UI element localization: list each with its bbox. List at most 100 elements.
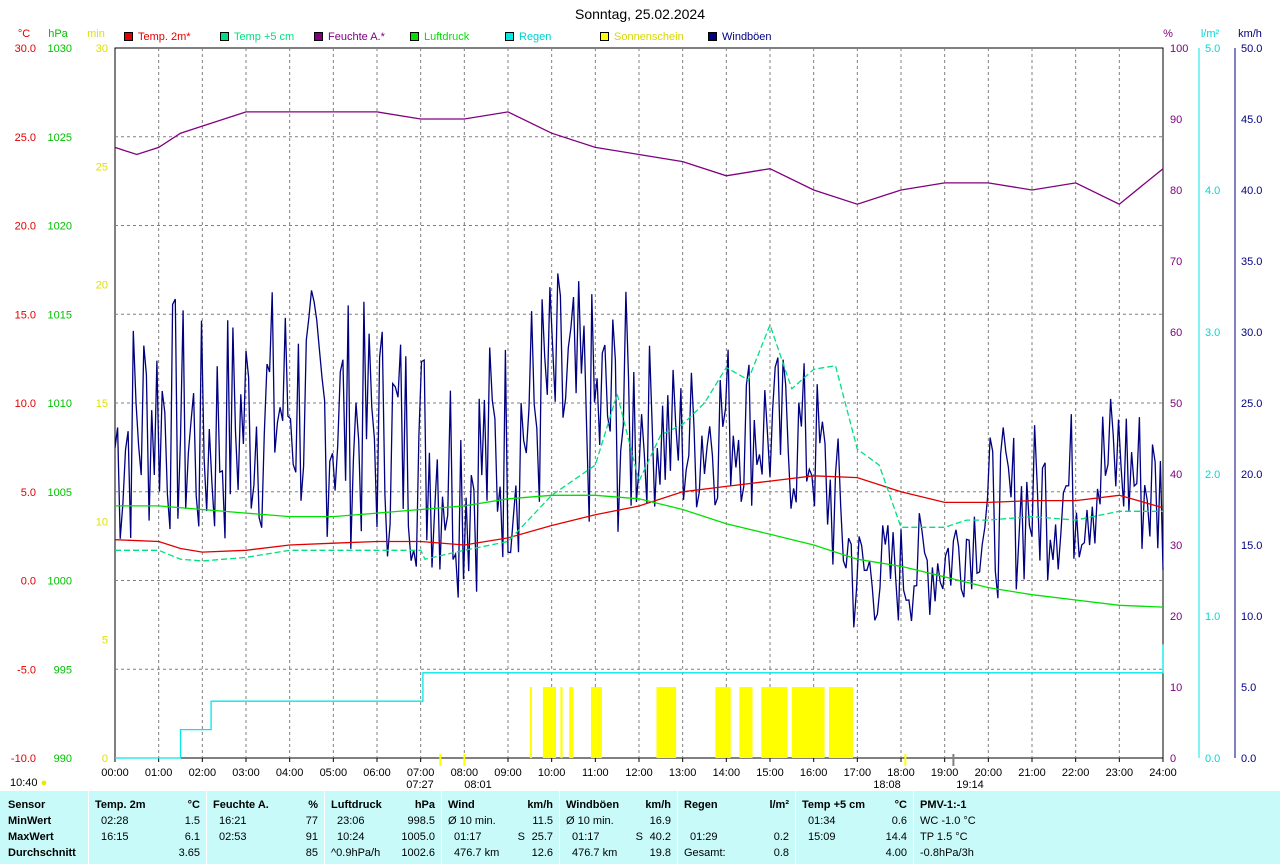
- wind-tick-label: 20.0: [1241, 469, 1262, 481]
- x-tick-label: 18:00: [887, 767, 915, 779]
- sunshine-bar: [590, 687, 602, 758]
- sun-axis-unit: min: [87, 28, 105, 40]
- legend-item: Regen: [505, 31, 551, 43]
- legend-swatch: [708, 32, 717, 41]
- temp-tick-label: 10.0: [15, 398, 36, 410]
- press-tick-label: 1025: [48, 132, 72, 144]
- x-tick-label: 07:00: [407, 767, 435, 779]
- sun-tick-label: 30: [96, 43, 108, 55]
- x-tick-label: 06:00: [363, 767, 391, 779]
- sun-tick-label: 15: [96, 398, 108, 410]
- stats-pmv-column: PMV-1:-1 WC -1.0 °C TP 1.5 °C -0.8hPa/3h: [920, 799, 976, 859]
- x-tick-label: 01:00: [145, 767, 173, 779]
- wind-tick-label: 15.0: [1241, 540, 1262, 552]
- wind-tick-label: 45.0: [1241, 114, 1262, 126]
- stats-luftdruck-column: Luftdruck hPa 23:06 998.5 10:24 1005.0 ^0.9…: [325, 791, 442, 864]
- legend-label: Temp +5 cm: [234, 31, 295, 43]
- legend-label: Regen: [519, 31, 552, 43]
- legend-swatch: [505, 32, 514, 41]
- sunshine-bar: [542, 687, 557, 758]
- wind-tick-label: 10.0: [1241, 611, 1262, 623]
- press-tick-label: 1020: [48, 221, 72, 233]
- temp-tick-label: 30.0: [15, 43, 36, 55]
- wind-tick-label: 35.0: [1241, 256, 1262, 268]
- sunset-label: 18:08: [873, 779, 901, 791]
- x-tick-label: 08:00: [451, 767, 479, 779]
- legend-swatch: [124, 32, 133, 41]
- temp-tick-label: -5.0: [17, 664, 36, 676]
- x-tick-label: 23:00: [1106, 767, 1134, 779]
- stats-table: Sensor MinWert MaxWert Durchschnitt Temp…: [0, 791, 1280, 864]
- rain-tick-label: 5.0: [1205, 43, 1220, 55]
- press-tick-label: 1030: [48, 43, 72, 55]
- rain-tick-label: 2.0: [1205, 469, 1220, 481]
- x-tick-label: 21:00: [1018, 767, 1046, 779]
- stats-feuchte-column: Feuchte A.% 16:21 77 02:53 91 85: [207, 791, 325, 864]
- stats-temp5-column: Temp +5 cm °C 01:34 0.6 15:09 14.4 4.00: [796, 791, 914, 864]
- sunshine-bar: [828, 687, 853, 758]
- x-tick-label: 05:00: [320, 767, 348, 779]
- press-tick-label: 1010: [48, 398, 72, 410]
- legend-label: Feuchte A.*: [328, 31, 385, 43]
- rain-axis-unit: l/m²: [1201, 28, 1220, 40]
- wind-tick-label: 0.0: [1241, 753, 1256, 765]
- wind-tick-label: 25.0: [1241, 398, 1262, 410]
- stats-wind-column: Wind km/h Ø 10 min. 11.5 01:17 S 25.7 476.7 …: [442, 791, 560, 864]
- chart-title: Sonntag, 25.02.2024: [574, 6, 705, 22]
- x-tick-label: 12:00: [625, 767, 653, 779]
- legend-label: Luftdruck: [424, 31, 470, 43]
- press-axis-unit: hPa: [48, 28, 68, 40]
- stats-regen-column: Regen l/m² 01:29 0.2 Gesamt: 0.8: [678, 791, 796, 864]
- sun-tick-label: 5: [102, 635, 108, 647]
- sun-tick-label: 25: [96, 161, 108, 173]
- sunrise-label: 07:27: [406, 779, 434, 791]
- temp-axis-unit: °C: [18, 28, 30, 40]
- rain-tick-label: 4.0: [1205, 185, 1220, 197]
- x-tick-label: 17:00: [844, 767, 872, 779]
- legend-item: Feuchte A.*: [314, 31, 385, 43]
- temp-tick-label: 25.0: [15, 132, 36, 144]
- series-luftdruck-line: [115, 494, 1164, 608]
- legend-item: Luftdruck: [410, 31, 469, 43]
- temp-tick-label: -10.0: [11, 753, 36, 765]
- legend-label: Windböen: [722, 31, 772, 43]
- x-tick-label: 16:00: [800, 767, 828, 779]
- hum-tick-label: 20: [1170, 611, 1182, 623]
- sun-tick-label: 20: [96, 280, 108, 292]
- rain-tick-label: 1.0: [1205, 611, 1220, 623]
- temp-tick-label: 0.0: [21, 576, 36, 588]
- series-temp-2m-line: [114, 475, 1164, 553]
- x-tick-label: 02:00: [189, 767, 217, 779]
- legend-swatch: [410, 32, 419, 41]
- x-tick-label: 14:00: [713, 767, 741, 779]
- sunshine-bar: [761, 687, 788, 758]
- temp-tick-label: 15.0: [15, 309, 36, 321]
- hum-tick-label: 30: [1170, 540, 1182, 552]
- current-time-label: 10:40 ●: [10, 777, 48, 789]
- wind-tick-label: 5.0: [1241, 682, 1256, 694]
- x-tick-label: 09:00: [494, 767, 522, 779]
- hum-tick-label: 80: [1170, 185, 1182, 197]
- x-tick-label: 19:00: [931, 767, 959, 779]
- legend-swatch: [220, 32, 229, 41]
- legend-swatch: [600, 32, 609, 41]
- sun-tick-label: 10: [96, 516, 108, 528]
- press-tick-label: 1005: [48, 487, 72, 499]
- wind-tick-label: 30.0: [1241, 327, 1262, 339]
- x-tick-label: 11:00: [582, 767, 609, 779]
- x-tick-label: 24:00: [1149, 767, 1177, 779]
- hum-tick-label: 40: [1170, 469, 1182, 481]
- weather-chart: -10.0 -5.0 0.0 5.0 10.0 15.0 20.0 25.0 30.0 990 99…: [11, 28, 1263, 791]
- stats-temp2m-column: Temp. 2m °C 02:28 1.5 16:15 6.1 3.65: [89, 791, 207, 864]
- legend-item: Temp +5 cm: [220, 31, 294, 43]
- series-windboeen-line: [114, 273, 1164, 628]
- press-tick-label: 990: [54, 753, 72, 765]
- sunshine-bar: [739, 687, 753, 758]
- x-tick-label: 03:00: [232, 767, 260, 779]
- legend-item: Sonnenschein: [600, 31, 684, 43]
- legend-swatch: [314, 32, 323, 41]
- sunshine-bar: [715, 687, 731, 758]
- series-regen-line: [115, 644, 1164, 759]
- x-tick-label: 22:00: [1062, 767, 1090, 779]
- legend-label: Sonnenschein: [614, 31, 684, 43]
